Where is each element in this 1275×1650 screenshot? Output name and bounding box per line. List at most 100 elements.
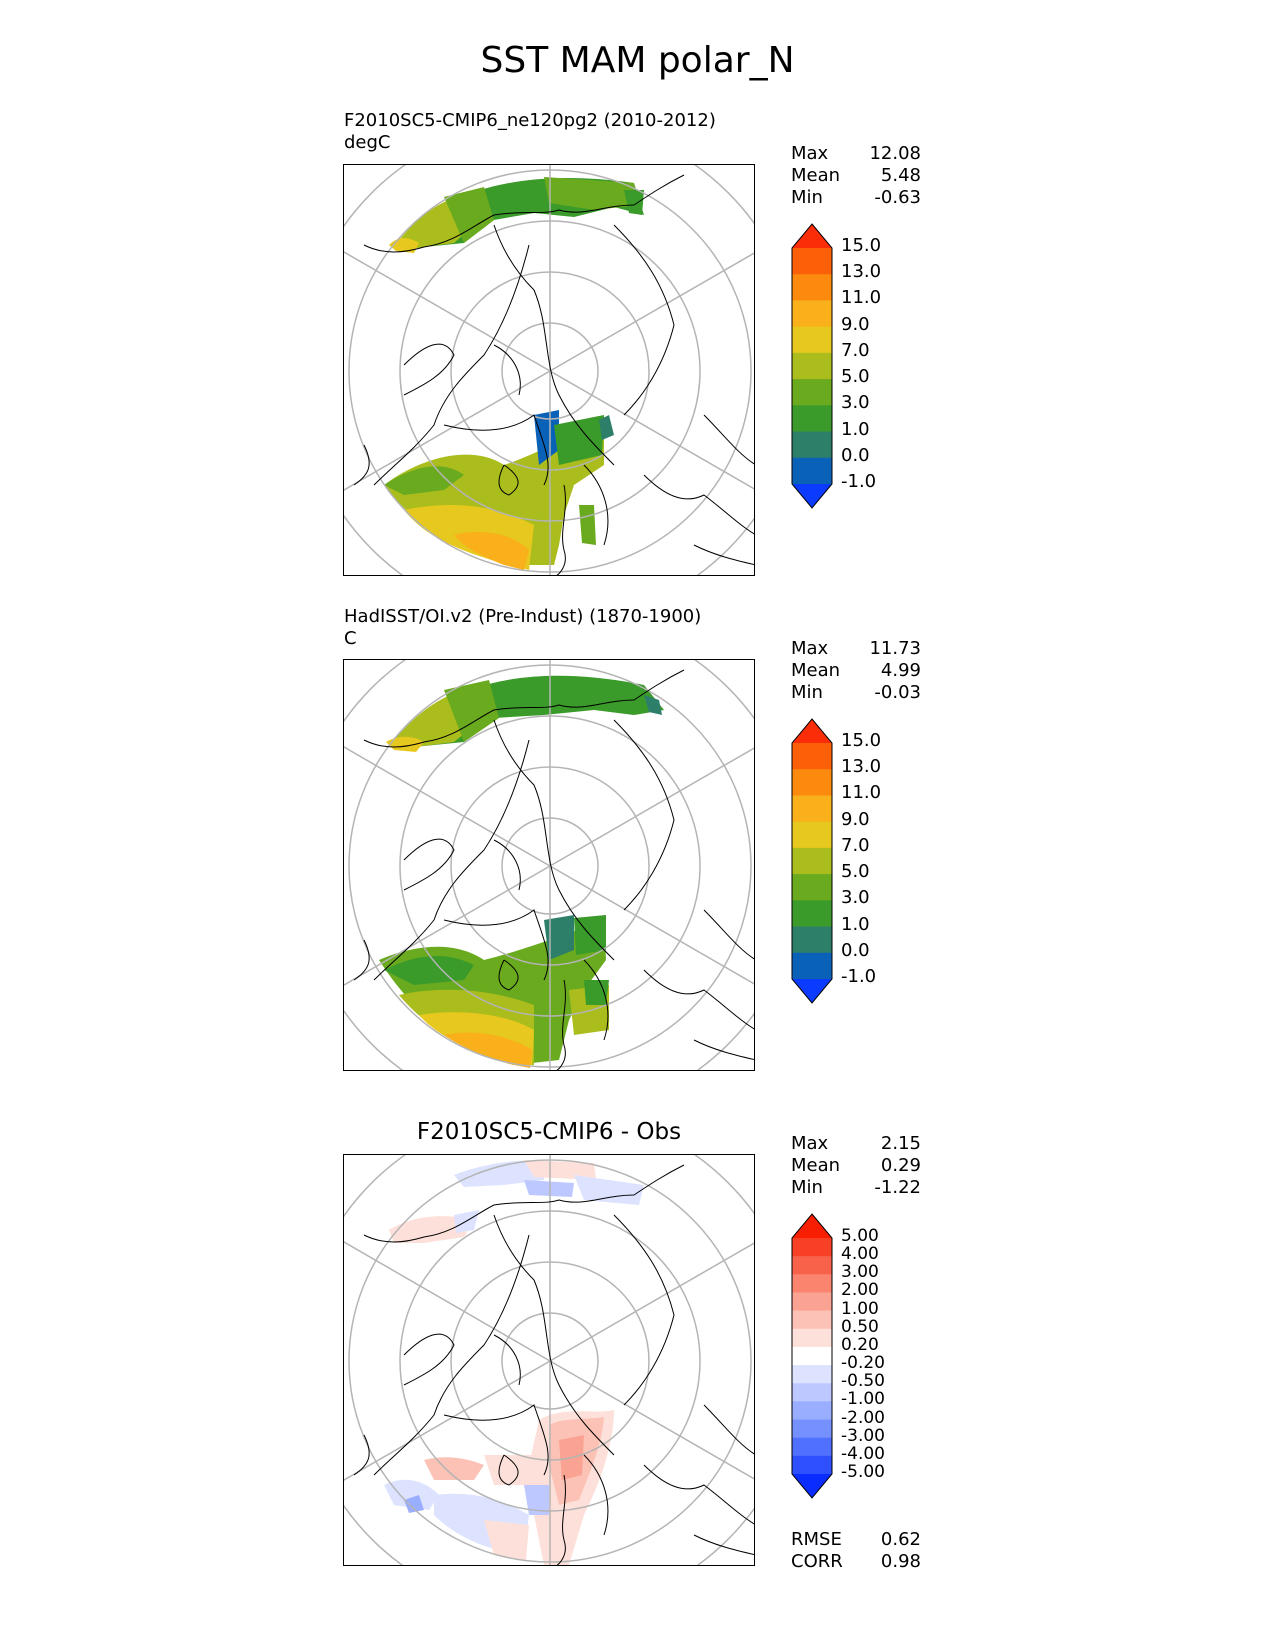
stat-value: 2.15	[880, 1133, 921, 1154]
colorbar-max-extend	[792, 224, 832, 248]
colorbar-segment	[792, 300, 832, 328]
colorbar-max-extend	[792, 719, 832, 743]
colorbar-tick-label: 13.0	[841, 756, 882, 778]
colorbar-svg	[791, 223, 833, 509]
panel-2-stat-min: Min -0.03	[791, 682, 921, 704]
colorbar-segment	[792, 1310, 832, 1330]
panel-2-graticule	[344, 660, 754, 1070]
colorbar-tick-label: 15.0	[841, 730, 882, 751]
colorbar-segment	[792, 379, 832, 406]
panel-3-title: F2010SC5-CMIP6 - Obs	[416, 1119, 682, 1145]
colorbar-segment	[792, 1292, 832, 1312]
colorbar-segment	[792, 1437, 832, 1457]
panel-2-map-svg	[344, 660, 754, 1070]
colorbar-tick-label: 5.00	[841, 1226, 879, 1246]
colorbar-min-extend	[792, 979, 832, 1003]
stat-value: -0.63	[874, 187, 921, 208]
panel-1-title: F2010SC5-CMIP6_ne120pg2 (2010-2012) degC	[344, 110, 716, 154]
colorbar-tick-label: 1.0	[841, 913, 870, 935]
colorbar-tick-label: 0.0	[841, 444, 870, 466]
panel-3-stats: Max 2.15 Mean 0.29 Min -1.22	[791, 1133, 921, 1199]
stat-label: Mean	[791, 660, 841, 681]
colorbar-segment	[792, 1328, 832, 1348]
colorbar-segment	[792, 457, 832, 485]
stat-label: RMSE	[791, 1529, 842, 1550]
colorbar-segment	[792, 900, 832, 928]
stat-label: Min	[791, 682, 823, 703]
panel-3-stat-corr: CORR 0.98	[791, 1551, 921, 1573]
colorbar-segment	[792, 769, 832, 796]
panel-1-title-line1: F2010SC5-CMIP6_ne120pg2 (2010-2012)	[344, 110, 716, 131]
colorbar-tick-label: -1.00	[841, 1389, 885, 1410]
panel-3-map-svg	[344, 1155, 754, 1565]
colorbar-segment	[792, 874, 832, 901]
colorbar-tick-label: 3.00	[841, 1262, 879, 1283]
panel-3-map	[343, 1154, 755, 1566]
panel-3-stat-mean: Mean 0.29	[791, 1155, 921, 1177]
stat-value: 0.98	[880, 1551, 921, 1572]
colorbar-segment	[792, 1238, 832, 1257]
colorbar-tick-label: -0.50	[841, 1371, 885, 1392]
panel-1-coastlines	[353, 174, 754, 575]
colorbar-tick-label: 11.0	[841, 782, 882, 804]
panel-2-stat-mean: Mean 4.99	[791, 660, 921, 682]
panel-2-stats: Max 11.73 Mean 4.99 Min -0.03	[791, 638, 921, 704]
colorbar-segment	[792, 821, 832, 849]
stat-label: Max	[791, 1133, 829, 1154]
colorbar-tick-label: 1.00	[841, 1298, 879, 1319]
colorbar-tick-label: 3.0	[841, 392, 870, 414]
panel-1-stat-max: Max 12.08	[791, 143, 921, 165]
colorbar-tick-label: 5.0	[841, 366, 870, 388]
colorbar-tick-label: -1.0	[841, 471, 877, 492]
colorbar-min-extend	[792, 1474, 832, 1498]
panel-1-stats: Max 12.08 Mean 5.48 Min -0.63	[791, 143, 921, 209]
colorbar-segment	[792, 431, 832, 459]
panel-1-map	[343, 164, 755, 576]
colorbar-segment	[792, 1401, 832, 1421]
colorbar-segment	[792, 405, 832, 433]
colorbar-segment	[792, 743, 832, 770]
panel-1-graticule	[344, 165, 754, 575]
colorbar-outline	[791, 718, 833, 1004]
colorbar-tick-label: -3.00	[841, 1425, 885, 1446]
stat-value: 12.08	[869, 143, 921, 164]
colorbar-segment	[792, 352, 832, 380]
panel-1-units: degC	[344, 132, 391, 153]
colorbar-segment	[792, 1256, 832, 1275]
panel-2-units: C	[344, 628, 357, 649]
panel-2-title: HadISST/OI.v2 (Pre-Indust) (1870-1900) C	[344, 606, 701, 650]
stat-label: Max	[791, 143, 829, 164]
stat-value: 0.29	[880, 1155, 921, 1176]
colorbar-segment	[792, 952, 832, 980]
stat-label: Mean	[791, 165, 841, 186]
panel-1-colorbar: -1.0 0.0 1.0 3.0 5.0 7.0 9.0 11.0 13.0 15.0	[790, 222, 910, 522]
colorbar-tick-label: -5.00	[841, 1462, 885, 1482]
panel-2-stat-max: Max 11.73	[791, 638, 921, 660]
colorbar-tick-label: 3.0	[841, 887, 870, 909]
stat-value: 4.99	[880, 660, 921, 681]
colorbar-tick-label: 0.20	[841, 1334, 879, 1355]
panel-2-data-fill	[379, 675, 664, 1068]
colorbar-outline	[791, 1213, 833, 1499]
figure-title: SST MAM polar_N	[480, 40, 795, 81]
panel-3-extra-stats: RMSE 0.62 CORR 0.98	[791, 1529, 921, 1573]
stat-label: Min	[791, 187, 823, 208]
colorbar-tick-label: 0.0	[841, 939, 870, 961]
panel-3-graticule	[344, 1155, 754, 1565]
colorbar-tick-label: 7.0	[841, 834, 870, 856]
panel-2-map	[343, 659, 755, 1071]
colorbar-segment	[792, 1419, 832, 1439]
colorbar-tick-label: 9.0	[841, 808, 870, 830]
panel-3-stat-min: Min -1.22	[791, 1177, 921, 1199]
stat-label: Min	[791, 1177, 823, 1198]
stat-value: 5.48	[880, 165, 921, 186]
stat-value: 11.73	[869, 638, 921, 659]
panel-1-stat-min: Min -0.63	[791, 187, 921, 209]
colorbar-max-extend	[792, 1214, 832, 1238]
panel-2-title-line1: HadISST/OI.v2 (Pre-Indust) (1870-1900)	[344, 606, 702, 627]
colorbar-tick-label: 4.00	[841, 1244, 879, 1265]
colorbar-segment	[792, 326, 832, 354]
colorbar-outline	[791, 223, 833, 509]
colorbar-svg	[791, 718, 833, 1004]
colorbar-segment	[792, 274, 832, 301]
